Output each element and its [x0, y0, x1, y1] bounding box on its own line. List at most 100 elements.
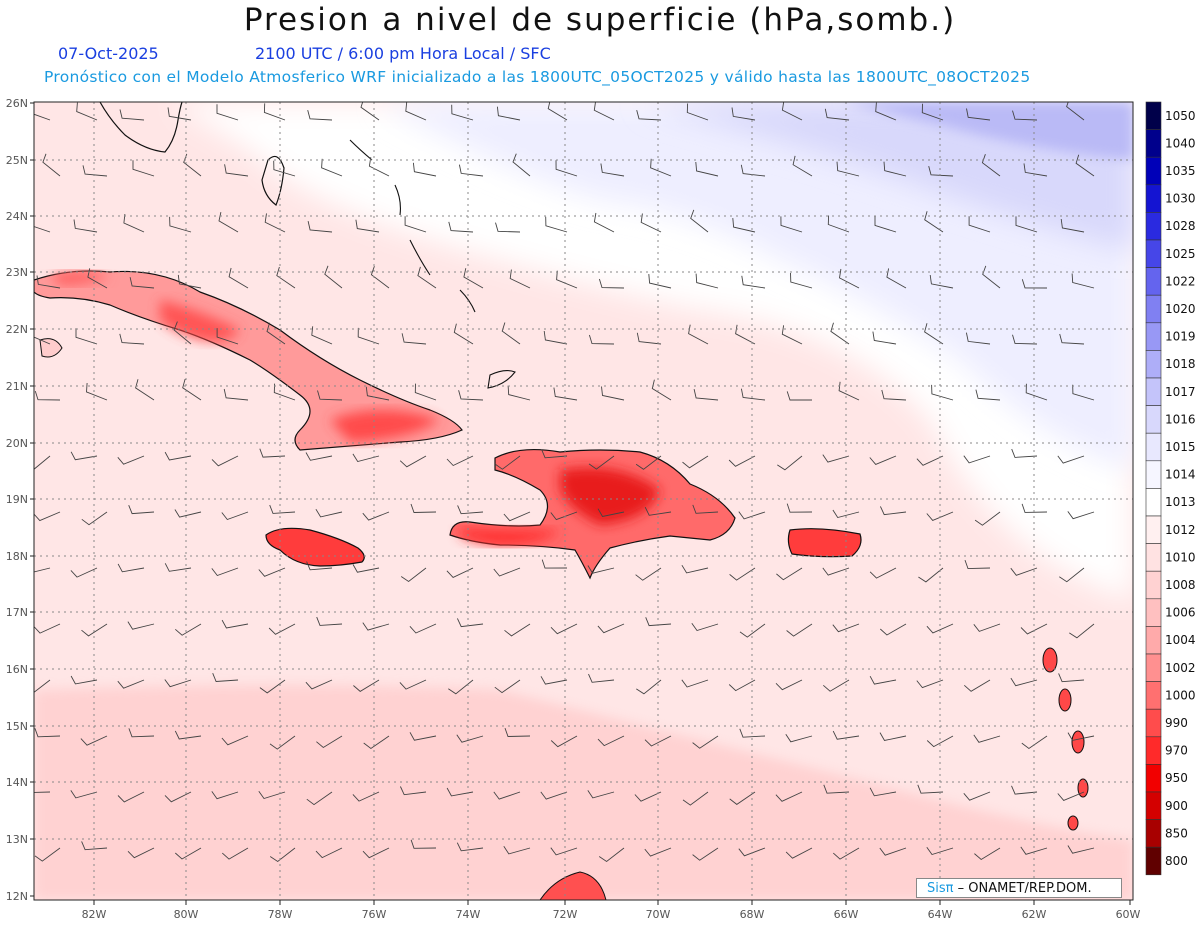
wind-barb [503, 511, 531, 522]
wind-barb [693, 389, 719, 401]
wind-barb [70, 567, 98, 578]
wind-barb [931, 384, 954, 401]
wind-barb [119, 109, 145, 121]
wind-barb [1021, 735, 1048, 750]
lat-label: 20N [6, 437, 28, 450]
wind-barb [269, 735, 296, 750]
wind-barb [648, 274, 672, 289]
wind-barb [1010, 677, 1038, 687]
wind-barb [738, 847, 766, 857]
page-title: Presion a nivel de superficie (hPa,somb.… [243, 2, 957, 38]
wind-barb [686, 103, 709, 121]
wind-barb [741, 275, 766, 289]
colorbar-label: 1013 [1165, 495, 1196, 509]
wind-barb [981, 154, 1001, 177]
colorbar-swatch [1145, 156, 1162, 186]
wind-barb [916, 455, 944, 466]
colorbar-label: 950 [1165, 771, 1188, 785]
colorbar: 1050 1040 1035 1030 1028 1025 1022 1020 1019 1018… [1145, 101, 1196, 876]
lat-label: 24N [6, 210, 28, 223]
lat-label: 18N [6, 550, 28, 563]
wind-barb [87, 268, 108, 289]
lon-label: 66W [834, 908, 859, 921]
wind-barb [1067, 511, 1095, 520]
wind-barb [306, 791, 333, 806]
wind-barb [512, 153, 531, 177]
wind-barb [593, 102, 615, 121]
wind-barb [463, 268, 484, 289]
wind-barb [1071, 273, 1095, 289]
wind-barb [729, 791, 756, 805]
wind-barb [739, 728, 766, 738]
wind-barb [315, 847, 343, 859]
wind-barb [493, 791, 521, 800]
colorbar-label: 800 [1165, 854, 1188, 868]
wind-barb [776, 567, 803, 581]
wind-barb [276, 266, 296, 289]
wind-barb [211, 567, 239, 577]
wind-barb [634, 791, 662, 802]
wind-barb [681, 679, 709, 688]
south-america-coast [539, 871, 607, 900]
wind-barb [785, 734, 813, 743]
wind-barb [36, 275, 61, 289]
wind-barb [597, 508, 625, 518]
wind-barb [1060, 218, 1085, 233]
wind-barb [740, 164, 766, 177]
wind-barb [928, 165, 954, 177]
wind-barb [316, 735, 343, 749]
colorbar-swatch [1145, 681, 1162, 710]
lat-label: 13N [6, 833, 28, 846]
colorbar-label: 1022 [1165, 274, 1196, 288]
wind-barb [117, 563, 145, 573]
wind-barb [543, 330, 568, 345]
wind-barb [1059, 333, 1085, 345]
colorbar-swatch [1145, 653, 1162, 682]
wind-barb [540, 676, 568, 685]
wind-barb [316, 616, 343, 626]
wind-barb [496, 106, 521, 121]
wind-barb [221, 511, 249, 521]
wind-barb [869, 675, 897, 685]
wind-barb [1067, 845, 1095, 854]
colorbar-swatch [1145, 515, 1162, 544]
wind-barb [132, 160, 155, 177]
wind-barb [553, 387, 578, 401]
wind-barb [264, 213, 286, 233]
wind-barb [597, 735, 625, 747]
wind-barb [875, 102, 897, 121]
colorbar-swatch [1145, 239, 1162, 268]
wind-barb [80, 735, 108, 746]
wind-barb [70, 790, 98, 799]
wind-barb [691, 622, 719, 632]
wind-barb [409, 623, 437, 634]
wind-barb [824, 108, 850, 121]
lat-label: 12N [6, 890, 28, 903]
wind-barb [1058, 673, 1085, 683]
wind-barb [360, 102, 380, 121]
wind-barb [509, 269, 531, 289]
wind-barb [547, 102, 568, 121]
colorbar-label: 1018 [1165, 357, 1196, 371]
wind-barb [164, 563, 192, 572]
wind-barb [728, 679, 756, 692]
wind-barb [458, 164, 484, 177]
wind-barb [34, 511, 61, 522]
colorbar-label: 1015 [1165, 440, 1196, 454]
wind-barb [446, 787, 474, 797]
wind-barb [832, 509, 860, 519]
wind-barb [926, 511, 954, 521]
lat-label: 14N [6, 776, 28, 789]
wind-barb [924, 211, 944, 233]
wind-barb [777, 455, 803, 471]
wind-barb [495, 222, 521, 233]
wind-barb [1012, 334, 1038, 345]
colorbar-label: 1020 [1165, 302, 1196, 316]
wind-barb [399, 679, 427, 690]
lat-label: 22N [6, 323, 28, 336]
wind-barb [82, 165, 108, 177]
wind-barb [588, 673, 615, 683]
wind-barb [70, 675, 98, 685]
colorbar-swatch [1145, 736, 1162, 765]
wind-barb [688, 324, 709, 345]
